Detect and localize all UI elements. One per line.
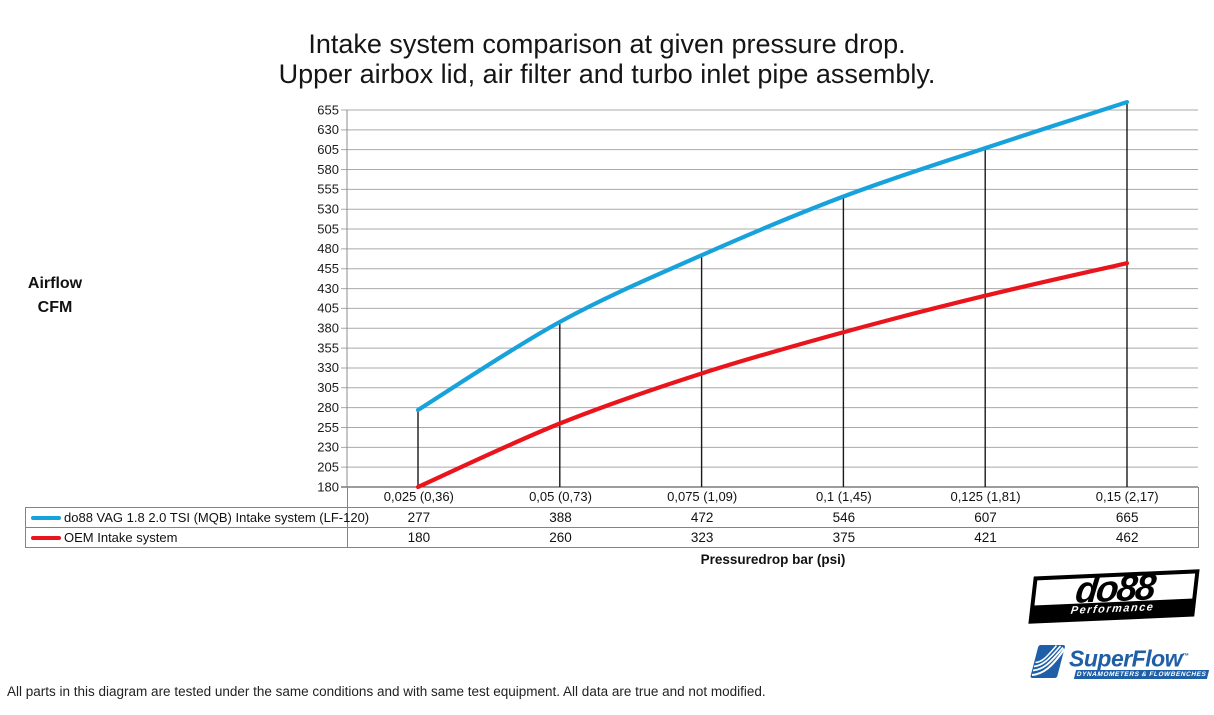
value-cell: 375 bbox=[832, 530, 856, 545]
value-cell: 546 bbox=[832, 510, 856, 525]
value-cell: 260 bbox=[549, 530, 572, 545]
y-tick-label: 355 bbox=[317, 340, 339, 355]
y-tick-label: 405 bbox=[317, 301, 339, 316]
superflow-logo-text: SuperFlow™ bbox=[1069, 646, 1208, 670]
x-axis-category-label: 0,025 (0,36) bbox=[383, 489, 454, 504]
y-axis-title-line2: CFM bbox=[37, 299, 73, 316]
x-axis-category-row: 0,025 (0,36) 0,05 (0,73) 0,075 (1,09) 0,1 (… bbox=[347, 487, 1199, 507]
y-tick-label: 330 bbox=[317, 360, 339, 375]
superflow-logo-text-block: SuperFlow™ DYNAMOMETERS & FLOWBENCHES bbox=[1069, 646, 1210, 682]
y-tick-label: 230 bbox=[317, 440, 339, 455]
x-axis-title: Pressuredrop bar (psi) bbox=[700, 552, 846, 567]
y-tick-label: 605 bbox=[317, 142, 339, 157]
y-tick-label: 455 bbox=[317, 261, 339, 276]
superflow-wave-icon bbox=[1030, 645, 1066, 678]
legend-label: do88 VAG 1.8 2.0 TSI (MQB) Intake system… bbox=[64, 510, 370, 525]
value-cell: 180 bbox=[407, 530, 431, 545]
legend-cell: do88 VAG 1.8 2.0 TSI (MQB) Intake system… bbox=[26, 508, 369, 527]
series-row: OEM Intake system 180 260 323 375 421 462 bbox=[26, 528, 1198, 548]
value-cell: 472 bbox=[690, 510, 714, 525]
superflow-logo-subtext-bar: DYNAMOMETERS & FLOWBENCHES bbox=[1073, 669, 1210, 679]
y-tick-label: 180 bbox=[317, 479, 339, 494]
chart-title-line2: Upper airbox lid, air filter and turbo i… bbox=[278, 59, 936, 89]
value-cell: 607 bbox=[974, 510, 997, 525]
legend-line-swatch bbox=[31, 515, 61, 520]
y-tick-label: 555 bbox=[317, 182, 339, 197]
y-axis-title-line1: Airflow bbox=[27, 275, 83, 292]
y-tick-label: 280 bbox=[317, 400, 339, 415]
legend-cell: OEM Intake system bbox=[26, 528, 348, 547]
y-tick-label: 530 bbox=[317, 202, 339, 217]
value-cell: 388 bbox=[549, 510, 572, 525]
do88-logo: do88 Performance bbox=[1028, 566, 1200, 624]
superflow-logo: SuperFlow™ DYNAMOMETERS & FLOWBENCHES bbox=[1030, 644, 1210, 682]
value-cell: 665 bbox=[1115, 510, 1139, 525]
x-axis-category-label: 0,125 (1,81) bbox=[950, 489, 1021, 504]
y-tick-label: 630 bbox=[317, 122, 339, 137]
series-row: do88 VAG 1.8 2.0 TSI (MQB) Intake system… bbox=[26, 508, 1198, 528]
y-tick-label: 480 bbox=[317, 241, 339, 256]
y-axis-title: Airflow CFM bbox=[12, 272, 98, 320]
y-tick-label: 655 bbox=[317, 102, 339, 117]
chart-title: Intake system comparison at given pressu… bbox=[0, 29, 1214, 89]
value-cell: 421 bbox=[974, 530, 997, 545]
y-tick-label: 580 bbox=[317, 162, 339, 177]
value-cell: 323 bbox=[690, 530, 714, 545]
y-tick-label: 430 bbox=[317, 281, 339, 296]
x-axis-category-label: 0,075 (1,09) bbox=[667, 489, 738, 504]
y-tick-label: 205 bbox=[317, 459, 339, 474]
value-cell: 277 bbox=[407, 510, 431, 525]
y-tick-label: 380 bbox=[317, 321, 339, 336]
x-axis-category-label: 0,05 (0,73) bbox=[529, 489, 592, 504]
y-tick-label: 505 bbox=[317, 221, 339, 236]
y-tick-label: 255 bbox=[317, 420, 339, 435]
legend-label: OEM Intake system bbox=[64, 530, 178, 545]
value-cell: 462 bbox=[1115, 530, 1139, 545]
superflow-wordmark: SuperFlow bbox=[1069, 645, 1183, 672]
x-axis-category-label: 0,15 (2,17) bbox=[1095, 489, 1159, 504]
legend-line-swatch bbox=[31, 535, 61, 540]
chart-title-line1: Intake system comparison at given pressu… bbox=[308, 29, 906, 59]
y-tick-label: 305 bbox=[317, 380, 339, 395]
data-table: do88 VAG 1.8 2.0 TSI (MQB) Intake system… bbox=[25, 507, 1199, 548]
series-line bbox=[415, 261, 1130, 490]
footer-disclaimer: All parts in this diagram are tested und… bbox=[7, 684, 766, 699]
series-line bbox=[415, 99, 1130, 413]
x-axis-category-label: 0,1 (1,45) bbox=[816, 489, 872, 504]
chart-canvas: 180 205 230 255 280 305 330 355 380 405 430 455 480 5… bbox=[317, 99, 1198, 494]
superflow-trademark: ™ bbox=[1182, 653, 1189, 660]
